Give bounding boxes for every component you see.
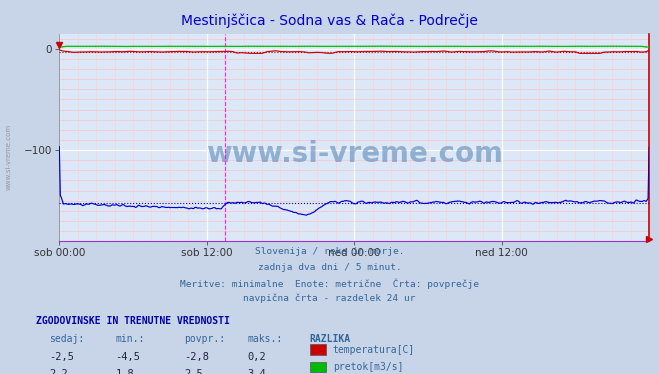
Text: Mestinjščica - Sodna vas & Rača - Podrečje: Mestinjščica - Sodna vas & Rača - Podreč… (181, 13, 478, 28)
Text: www.si-vreme.com: www.si-vreme.com (206, 140, 503, 168)
Text: 1,8: 1,8 (115, 369, 134, 374)
Text: 0,2: 0,2 (247, 352, 266, 362)
Text: Slovenija / reke in morje.: Slovenija / reke in morje. (255, 247, 404, 256)
Text: RAZLIKA: RAZLIKA (310, 334, 351, 344)
Text: Meritve: minimalne  Enote: metrične  Črta: povprečje: Meritve: minimalne Enote: metrične Črta:… (180, 278, 479, 289)
Text: navpična črta - razdelek 24 ur: navpična črta - razdelek 24 ur (243, 294, 416, 303)
Text: min.:: min.: (115, 334, 145, 344)
Text: maks.:: maks.: (247, 334, 282, 344)
Text: 2,5: 2,5 (185, 369, 203, 374)
Text: -2,5: -2,5 (49, 352, 74, 362)
Text: -4,5: -4,5 (115, 352, 140, 362)
Text: 3,4: 3,4 (247, 369, 266, 374)
Text: www.si-vreme.com: www.si-vreme.com (5, 124, 12, 190)
Text: -2,8: -2,8 (185, 352, 210, 362)
Text: 2,2: 2,2 (49, 369, 68, 374)
Text: pretok[m3/s]: pretok[m3/s] (333, 362, 403, 372)
Text: povpr.:: povpr.: (185, 334, 225, 344)
Text: sedaj:: sedaj: (49, 334, 84, 344)
Text: temperatura[C]: temperatura[C] (333, 345, 415, 355)
Text: ZGODOVINSKE IN TRENUTNE VREDNOSTI: ZGODOVINSKE IN TRENUTNE VREDNOSTI (36, 316, 230, 326)
Text: zadnja dva dni / 5 minut.: zadnja dva dni / 5 minut. (258, 263, 401, 272)
